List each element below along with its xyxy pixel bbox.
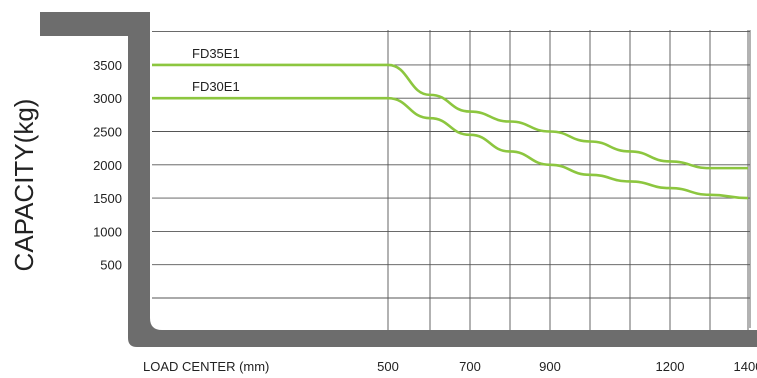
x-tick-label: 1200	[656, 359, 685, 374]
y-tick-label: 2000	[93, 158, 122, 173]
chart-frame	[40, 12, 757, 347]
y-tick-label: 3000	[93, 91, 122, 106]
y-tick-label: 2500	[93, 125, 122, 140]
series-label: FD35E1	[192, 46, 240, 61]
x-tick-label: 700	[459, 359, 481, 374]
y-tick-label: 3500	[93, 58, 122, 73]
series-labels: FD35E1 FD30E1	[192, 46, 240, 94]
x-tick-label: 900	[539, 359, 561, 374]
x-tick-label: 500	[377, 359, 399, 374]
y-tick-label: 500	[100, 258, 122, 273]
x-axis-title: LOAD CENTER (mm)	[143, 359, 269, 374]
series-line-fd30e1	[152, 96, 749, 200]
chart-grid	[152, 30, 751, 330]
y-tick-label: 1000	[93, 224, 122, 239]
series-label: FD30E1	[192, 79, 240, 94]
y-tick-label: 1500	[93, 191, 122, 206]
series-line-fd35e1	[152, 63, 748, 170]
x-tick-label: 1400	[734, 359, 757, 374]
y-axis-title: CAPACITY(kg)	[9, 99, 39, 272]
y-tick-labels: 500 1000 1500 2000 2500 3000 3500	[93, 58, 122, 273]
chart-series	[152, 63, 749, 200]
x-tick-labels: 500 700 900 1200 1400	[377, 359, 757, 374]
